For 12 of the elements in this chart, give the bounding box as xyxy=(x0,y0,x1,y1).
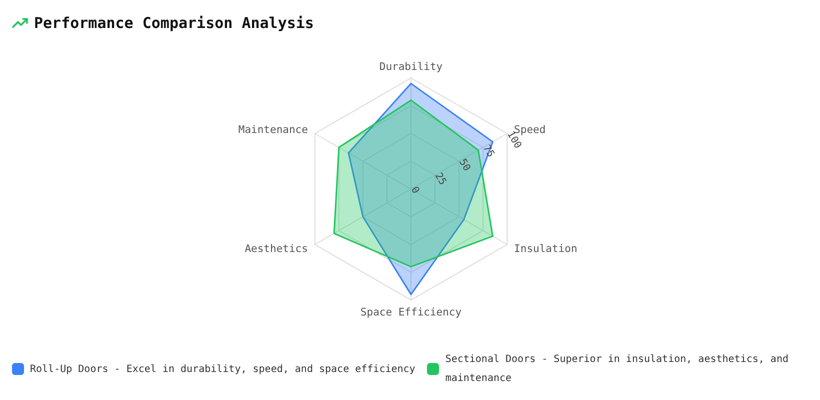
spoke-label: Insulation xyxy=(514,243,578,256)
spoke-label: Maintenance xyxy=(238,124,308,136)
legend-label: Roll-Up Doors - Excel in durability, speed, and space efficiency xyxy=(30,362,416,376)
y-tick-label: 75 xyxy=(480,143,496,160)
spoke-label: Aesthetics xyxy=(244,243,308,256)
spoke-label: Durability xyxy=(379,61,443,73)
chart-title: Performance Comparison Analysis xyxy=(34,14,314,32)
y-tick-label: 25 xyxy=(432,171,448,188)
spoke-label: Space Efficiency xyxy=(360,306,462,318)
y-tick-label: 0 xyxy=(408,185,421,196)
y-tick-label: 50 xyxy=(456,157,472,174)
legend-label: Sectional Doors - Superior in insulation, aesthetics, and maintenance xyxy=(445,353,790,386)
